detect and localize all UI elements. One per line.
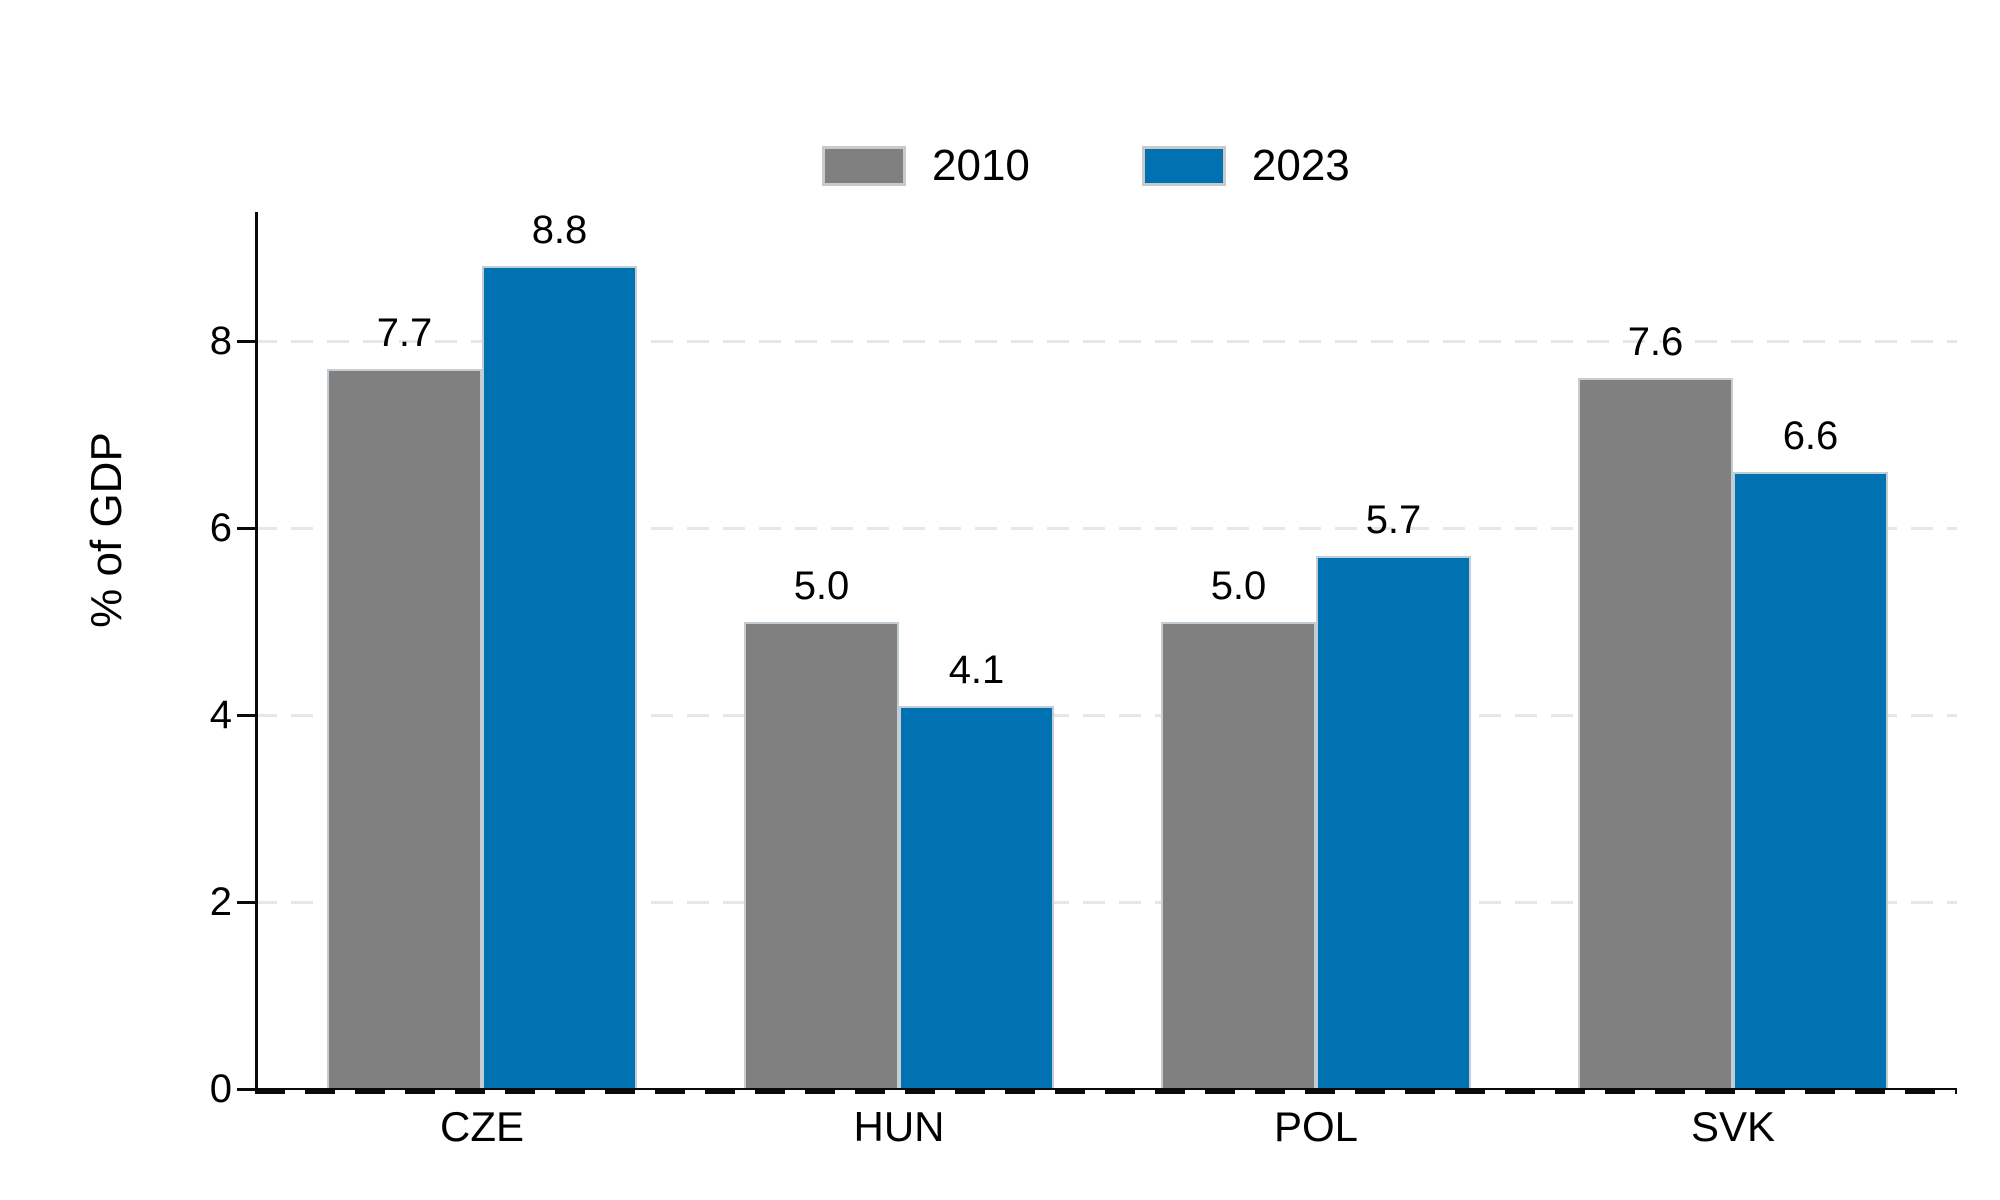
bar-2010-HUN bbox=[744, 621, 899, 1089]
legend-item-2010: 2010 bbox=[822, 144, 1030, 188]
gridline-4 bbox=[255, 714, 1957, 717]
bar-2010-POL bbox=[1161, 621, 1316, 1089]
legend: 2010 2023 bbox=[822, 144, 1350, 188]
y-tick-label-6: 6 bbox=[209, 506, 232, 550]
y-tick-label-0: 0 bbox=[209, 1067, 232, 1111]
legend-label-2010: 2010 bbox=[932, 141, 1030, 190]
x-category-label-CZE: CZE bbox=[440, 1103, 524, 1150]
gridline-6 bbox=[255, 527, 1957, 530]
y-tick-label-2: 2 bbox=[209, 880, 232, 924]
legend-item-2023: 2023 bbox=[1141, 141, 1350, 190]
legend-swatch-2010 bbox=[822, 146, 906, 186]
value-label-2010-CZE: 7.7 bbox=[376, 311, 433, 356]
y-tick-label-8: 8 bbox=[209, 319, 232, 363]
value-label-2023-SVK: 6.6 bbox=[1782, 413, 1839, 458]
bar-2023-POL bbox=[1316, 556, 1471, 1089]
y-tick-0 bbox=[237, 1088, 258, 1091]
x-category-label-SVK: SVK bbox=[1690, 1103, 1776, 1150]
x-category-label-HUN: HUN bbox=[853, 1103, 945, 1150]
y-tick-2 bbox=[237, 901, 258, 904]
bar-2023-CZE bbox=[482, 266, 637, 1089]
y-tick-label-4: 4 bbox=[209, 693, 232, 737]
y-tick-6 bbox=[237, 527, 258, 530]
y-axis-line bbox=[255, 212, 258, 1091]
value-label-2010-HUN: 5.0 bbox=[793, 563, 850, 608]
x-axis-zero-gridline bbox=[255, 1090, 1957, 1094]
bar-2023-HUN bbox=[899, 705, 1054, 1089]
legend-label-2023: 2023 bbox=[1251, 141, 1350, 190]
value-label-2023-POL: 5.7 bbox=[1365, 498, 1422, 543]
gridline-2 bbox=[255, 901, 1957, 904]
y-tick-8 bbox=[237, 340, 258, 343]
legend-swatch-2023 bbox=[1141, 146, 1226, 186]
bar-2010-CZE bbox=[327, 369, 482, 1089]
x-category-label-POL: POL bbox=[1273, 1103, 1359, 1150]
value-label-2023-CZE: 8.8 bbox=[531, 208, 588, 253]
bar-2023-SVK bbox=[1733, 471, 1888, 1089]
x-axis-baseline bbox=[255, 1088, 1957, 1090]
value-label-2023-HUN: 4.1 bbox=[948, 647, 1005, 692]
gridline-8 bbox=[255, 340, 1957, 343]
value-label-2010-POL: 5.0 bbox=[1210, 563, 1267, 608]
y-tick-4 bbox=[237, 714, 258, 717]
bar-2010-SVK bbox=[1578, 378, 1733, 1089]
value-label-2010-SVK: 7.6 bbox=[1627, 320, 1684, 365]
